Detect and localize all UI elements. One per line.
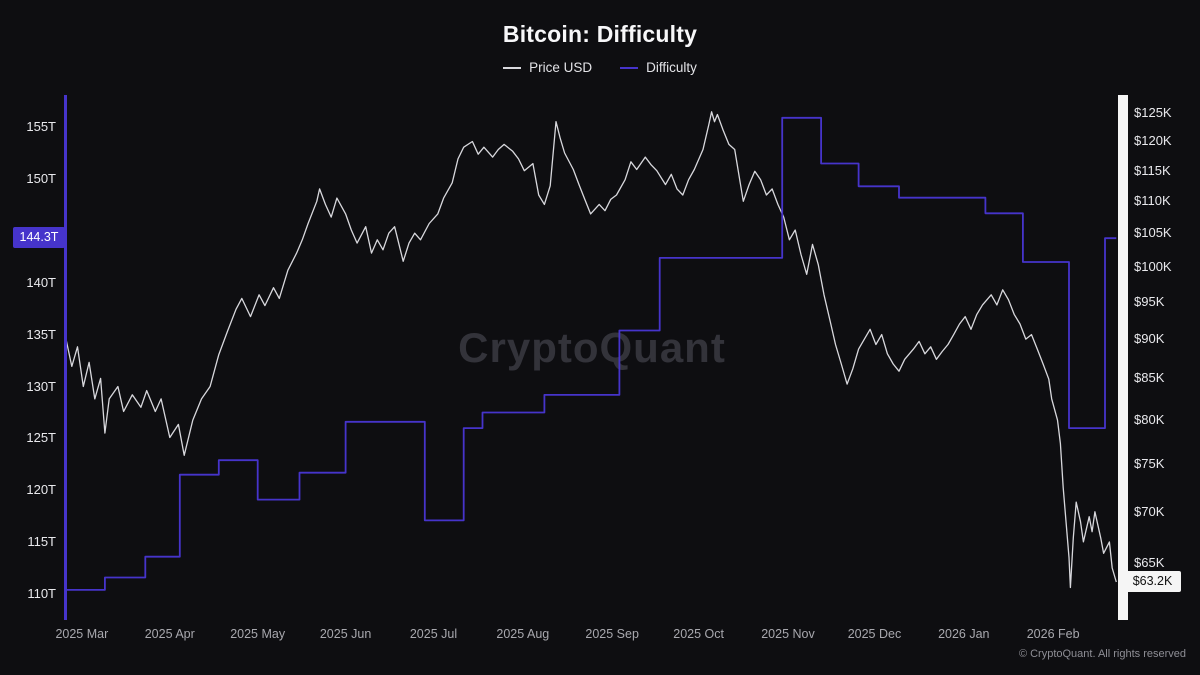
legend-item-difficulty[interactable]: Difficulty bbox=[620, 60, 697, 75]
left-axis-tick: 120T bbox=[26, 482, 56, 498]
left-axis-tick: 150T bbox=[26, 171, 56, 187]
x-axis-tick: 2026 Jan bbox=[938, 627, 990, 641]
left-axis-tick: 125T bbox=[26, 430, 56, 446]
right-axis-tick: $75K bbox=[1134, 456, 1165, 472]
right-axis-tick: $110K bbox=[1134, 193, 1171, 209]
right-axis-tick: $95K bbox=[1134, 293, 1165, 309]
legend-label-difficulty: Difficulty bbox=[646, 60, 697, 75]
difficulty-line-swatch-icon bbox=[620, 66, 639, 69]
left-axis-tick: 155T bbox=[26, 119, 56, 135]
legend-label-price: Price USD bbox=[529, 60, 593, 75]
right-axis-tick: $120K bbox=[1134, 133, 1172, 149]
left-axis-tick: 140T bbox=[26, 274, 56, 290]
x-axis-tick: 2025 May bbox=[230, 627, 286, 641]
right-axis-tick: $70K bbox=[1134, 503, 1165, 519]
legend-item-price[interactable]: Price USD bbox=[503, 60, 592, 75]
right-axis-labels: $125K $120K $115K $110K $105K $100K $95K $90K $8… bbox=[1134, 0, 1196, 675]
right-axis-bar bbox=[1118, 95, 1128, 620]
price-current-badge: $63.2K bbox=[1124, 571, 1181, 592]
left-axis-tick: 130T bbox=[26, 378, 56, 394]
x-axis-tick: 2025 Aug bbox=[496, 627, 550, 641]
x-axis-tick: 2025 Oct bbox=[673, 627, 725, 641]
watermark: CryptoQuant bbox=[458, 324, 726, 371]
right-axis-tick: $85K bbox=[1134, 370, 1165, 386]
right-axis-tick: $80K bbox=[1134, 412, 1165, 428]
x-axis-labels: 2025 Mar 2025 Apr 2025 May 2025 Jun 2025 Jul… bbox=[0, 626, 1200, 646]
right-axis-tick: $115K bbox=[1134, 162, 1171, 178]
x-axis-tick: 2025 Jul bbox=[409, 627, 458, 641]
right-axis-tick: $65K bbox=[1134, 554, 1165, 570]
difficulty-current-badge: 144.3T bbox=[13, 227, 65, 249]
price-usd-line bbox=[65, 111, 1117, 589]
right-axis-tick: $100K bbox=[1134, 258, 1172, 274]
x-axis-tick: 2025 Nov bbox=[761, 627, 815, 641]
copyright: © CryptoQuant. All rights reserved bbox=[1018, 648, 1186, 660]
legend: Price USD Difficulty bbox=[0, 60, 1200, 75]
price-line-swatch-icon bbox=[503, 66, 522, 69]
x-axis-tick: 2025 Mar bbox=[55, 627, 109, 641]
left-axis-line bbox=[64, 95, 67, 620]
x-axis-tick: 2025 Dec bbox=[847, 627, 902, 641]
right-axis-tick: $125K bbox=[1134, 105, 1172, 121]
difficulty-line bbox=[66, 116, 1117, 591]
x-axis-tick: 2025 Jun bbox=[319, 627, 372, 641]
chart-title: Bitcoin: Difficulty bbox=[502, 21, 698, 47]
right-axis-tick: $90K bbox=[1134, 331, 1165, 347]
right-axis-tick: $105K bbox=[1134, 225, 1172, 241]
left-axis-tick: 110T bbox=[27, 586, 56, 602]
x-axis-tick: 2025 Apr bbox=[144, 627, 195, 641]
x-axis-tick: 2026 Feb bbox=[1026, 627, 1080, 641]
left-axis-tick: 135T bbox=[26, 326, 56, 342]
left-axis-labels: 155T 150T 140T 135T 130T 125T 120T 115T 110T bbox=[0, 0, 58, 675]
left-axis-tick: 115T bbox=[27, 534, 56, 550]
x-axis-tick: 2025 Sep bbox=[585, 627, 639, 641]
